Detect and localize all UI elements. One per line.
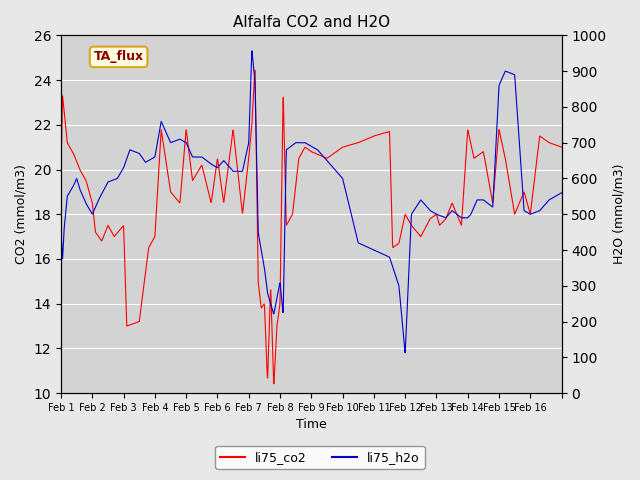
li75_h2o [314, 147, 321, 153]
li75_co2 [57, 167, 65, 172]
li75_co2 [314, 152, 321, 157]
Title: Alfalfa CO2 and H2O: Alfalfa CO2 and H2O [233, 15, 390, 30]
Y-axis label: H2O (mmol/m3): H2O (mmol/m3) [612, 164, 625, 264]
li75_h2o [248, 48, 256, 54]
li75_h2o [67, 188, 74, 194]
Line: li75_co2: li75_co2 [61, 70, 561, 384]
Y-axis label: CO2 (mmol/m3): CO2 (mmol/m3) [15, 164, 28, 264]
li75_co2 [557, 144, 565, 150]
li75_co2 [403, 214, 410, 220]
li75_co2 [270, 381, 278, 387]
li75_co2 [251, 67, 259, 73]
Line: li75_h2o: li75_h2o [61, 51, 561, 353]
X-axis label: Time: Time [296, 419, 326, 432]
li75_h2o [57, 229, 65, 235]
li75_h2o [147, 156, 154, 162]
li75_h2o [557, 190, 565, 196]
li75_co2 [67, 145, 74, 151]
li75_co2 [147, 241, 154, 247]
li75_co2 [526, 210, 534, 216]
li75_co2 [284, 219, 292, 225]
Text: TA_flux: TA_flux [93, 50, 144, 63]
li75_h2o [401, 350, 409, 356]
li75_h2o [403, 318, 410, 324]
li75_h2o [526, 211, 534, 217]
Legend: li75_co2, li75_h2o: li75_co2, li75_h2o [215, 446, 425, 469]
li75_h2o [284, 146, 291, 152]
